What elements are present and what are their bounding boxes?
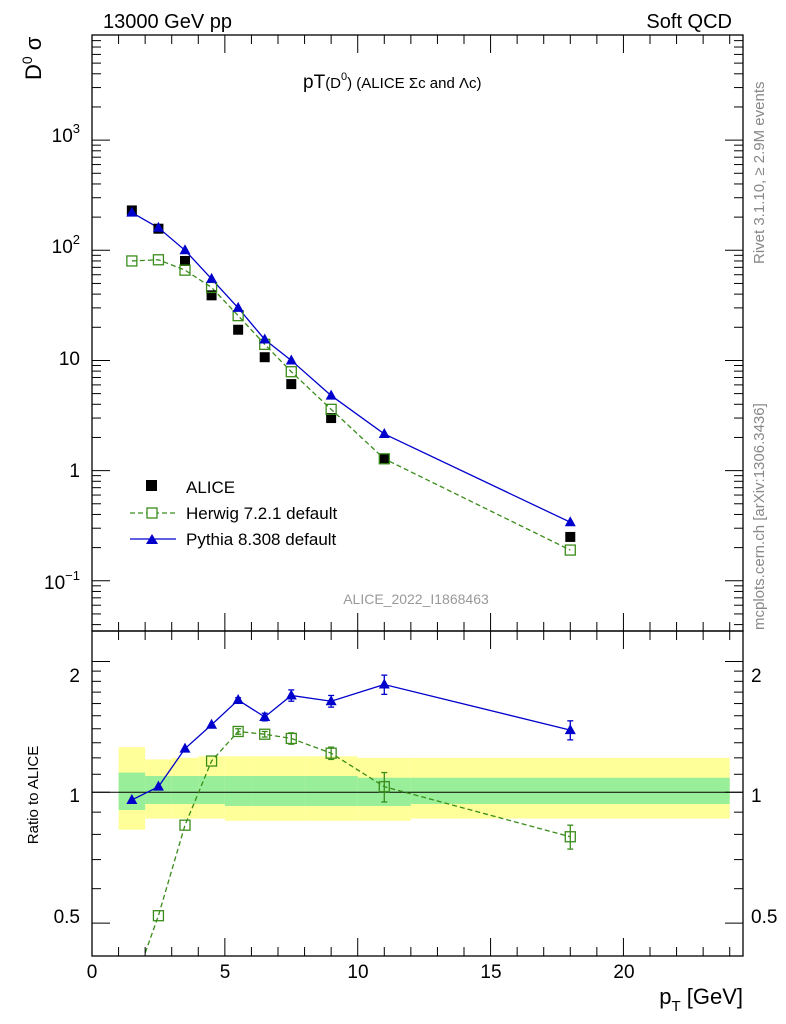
rivet-version-text: Rivet 3.1.10, ≥ 2.9M events bbox=[751, 82, 768, 265]
alice-point bbox=[565, 531, 576, 542]
plot-title: pT(D0) (ALICE Σc and Λc) bbox=[303, 71, 481, 93]
data-series bbox=[126, 205, 576, 995]
tick-label-100: 102 bbox=[52, 232, 80, 258]
tick-label-10: 10 bbox=[59, 349, 80, 370]
pythia-point bbox=[206, 272, 218, 283]
pythia-point bbox=[152, 221, 164, 232]
herwig-point bbox=[152, 254, 165, 266]
pythia-point bbox=[564, 516, 576, 527]
tick-label-0.1: 10−1 bbox=[44, 568, 80, 594]
ratio-tick-label-0.5-right: 0.5 bbox=[751, 907, 777, 928]
herwig-line bbox=[131, 259, 571, 551]
ratio-herwig-point bbox=[152, 910, 165, 922]
alice-point bbox=[206, 290, 217, 301]
ratio-panel-frame bbox=[91, 630, 744, 957]
ratio-pythia-point bbox=[259, 710, 271, 721]
ratio-herwig-point bbox=[127, 985, 137, 995]
inner-band-bin bbox=[410, 777, 730, 804]
inner-band-bin bbox=[118, 772, 146, 811]
ratio-herwig-point bbox=[325, 747, 337, 759]
x-tick-label-20: 20 bbox=[613, 962, 634, 983]
herwig-point bbox=[564, 544, 576, 556]
mcplots-reference-text: mcplots.cern.ch [arXiv:1306.3436] bbox=[751, 403, 768, 630]
header-beam-label: 13000 GeV pp bbox=[103, 11, 232, 33]
ratio-tick-label-2-left: 2 bbox=[69, 666, 80, 687]
ratio-tick-label-1-left: 1 bbox=[69, 786, 80, 807]
ratio-pythia-line bbox=[131, 683, 571, 801]
inner-band-bin bbox=[224, 775, 252, 806]
alice-point bbox=[326, 413, 337, 424]
ratio-herwig-point bbox=[378, 781, 390, 793]
ratio-pythia-point bbox=[126, 793, 138, 804]
x-tick-label-5: 5 bbox=[220, 962, 231, 983]
ratio-pythia-point bbox=[325, 695, 337, 706]
ratio-herwig-point bbox=[564, 831, 576, 843]
legend: ALICE Herwig 7.2.1 default Pythia 8.308 … bbox=[130, 478, 337, 549]
main-y-axis-label: D0 σ bbox=[19, 36, 46, 80]
ratio-uncertainty-bands bbox=[92, 747, 743, 830]
x-tick-label-10: 10 bbox=[347, 962, 368, 983]
x-tick-label-0: 0 bbox=[87, 962, 98, 983]
herwig-point bbox=[179, 264, 191, 276]
inner-band-bin bbox=[304, 775, 358, 806]
ratio-herwig-point bbox=[205, 755, 218, 767]
herwig-point bbox=[378, 453, 390, 465]
alice-point bbox=[379, 453, 390, 464]
x-tick-label-15: 15 bbox=[480, 962, 501, 983]
ratio-pythia-point bbox=[378, 678, 390, 689]
ratio-y-axis-label: Ratio to ALICE bbox=[25, 746, 42, 844]
alice-point bbox=[180, 255, 190, 266]
ratio-pythia-point bbox=[232, 694, 244, 705]
pythia-point bbox=[179, 244, 191, 255]
tick-label-1000: 103 bbox=[52, 121, 80, 147]
ratio-series-group bbox=[126, 674, 576, 995]
ratio-herwig-point bbox=[285, 732, 297, 745]
ratio-pythia-point bbox=[564, 724, 576, 735]
ratio-tick-label-2-right: 2 bbox=[751, 666, 762, 687]
inner-band-bin bbox=[171, 775, 199, 804]
herwig-point bbox=[126, 255, 138, 267]
pythia-point bbox=[325, 389, 337, 400]
pythia-point bbox=[285, 354, 297, 365]
tick-label-1: 1 bbox=[69, 461, 80, 482]
inner-band-bin bbox=[198, 775, 225, 804]
legend-pythia-marker bbox=[146, 534, 158, 544]
legend-alice-marker bbox=[146, 480, 157, 491]
analysis-tag: ALICE_2022_I1868463 bbox=[343, 591, 489, 607]
pythia-point bbox=[378, 427, 390, 438]
ratio-pythia-point bbox=[179, 742, 191, 753]
pythia-point bbox=[232, 301, 244, 312]
ratio-tick-label-0.5-left: 0.5 bbox=[54, 907, 80, 928]
ratio-pythia-point bbox=[285, 689, 297, 700]
ratio-herwig-point bbox=[179, 819, 191, 831]
ratio-herwig-point bbox=[232, 725, 244, 738]
pythia-point bbox=[126, 206, 138, 217]
ratio-tick-label-1-right: 1 bbox=[751, 786, 762, 807]
herwig-point bbox=[285, 366, 297, 378]
inner-band-bin bbox=[251, 775, 278, 806]
alice-point bbox=[259, 352, 270, 363]
alice-point bbox=[286, 379, 297, 390]
legend-herwig-label: Herwig 7.2.1 default bbox=[186, 504, 337, 523]
ratio-herwig-point bbox=[259, 728, 271, 740]
legend-alice-label: ALICE bbox=[186, 478, 235, 497]
x-axis-label: pT [GeV] bbox=[659, 984, 743, 1015]
ratio-herwig-line bbox=[143, 730, 571, 956]
herwig-point bbox=[325, 403, 337, 415]
axis-ticks bbox=[91, 34, 743, 956]
inner-band-bin bbox=[278, 775, 305, 806]
legend-herwig-marker bbox=[146, 507, 158, 519]
ratio-pythia-point bbox=[206, 718, 218, 729]
pythia-line bbox=[131, 211, 571, 523]
legend-pythia-label: Pythia 8.308 default bbox=[186, 530, 337, 549]
alice-point bbox=[233, 324, 244, 335]
header-process-label: Soft QCD bbox=[646, 11, 732, 33]
pythia-point bbox=[259, 333, 271, 344]
ratio-pythia-point bbox=[152, 780, 164, 791]
